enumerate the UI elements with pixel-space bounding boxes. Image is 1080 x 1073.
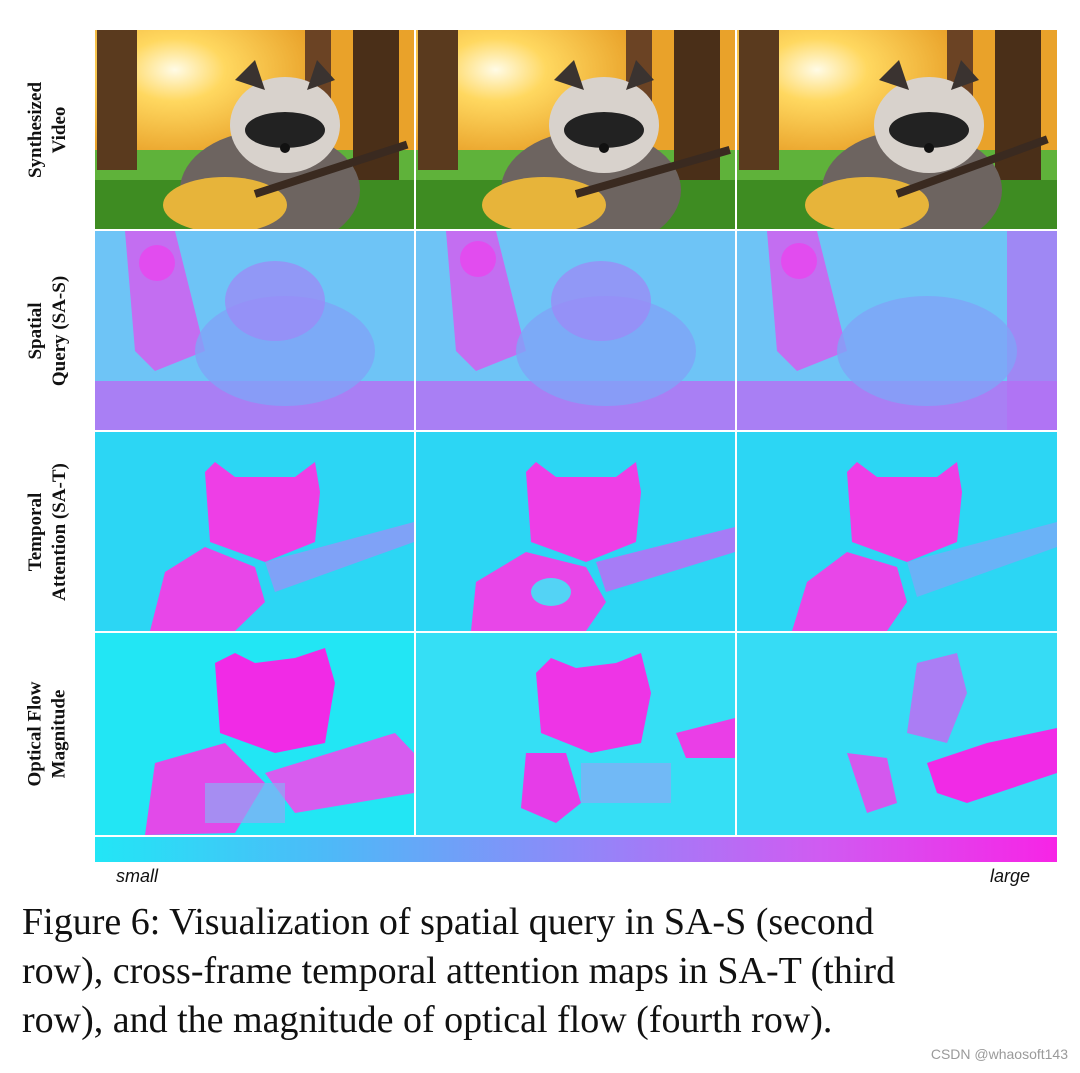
synth-frame-3 bbox=[737, 30, 1057, 229]
row-label-optical-flow: Optical Flow Magnitude bbox=[25, 681, 70, 787]
sat-map-1 bbox=[95, 432, 414, 631]
figure-grid bbox=[95, 30, 1057, 835]
sas-map-1 bbox=[95, 231, 414, 430]
caption-line: row), and the magnitude of optical flow … bbox=[22, 999, 833, 1041]
watermark: CSDN @whaosoft143 bbox=[930, 1046, 1068, 1062]
colorbar-max-label: large bbox=[990, 866, 1031, 886]
flow-map-1 bbox=[95, 633, 414, 835]
row-label-temporal-attention: Temporal Attention (SA-T) bbox=[25, 463, 70, 601]
colorbar-min-label: small bbox=[116, 866, 159, 886]
sas-map-3 bbox=[737, 231, 1057, 430]
sat-map-3 bbox=[737, 432, 1057, 631]
caption-line: row), cross-frame temporal attention map… bbox=[22, 950, 896, 992]
synth-frame-2 bbox=[416, 30, 735, 229]
caption-line: Figure 6: Visualization of spatial query… bbox=[22, 901, 874, 943]
synth-frame-1 bbox=[95, 30, 414, 229]
flow-map-3 bbox=[737, 633, 1057, 835]
figure-caption: Figure 6: Visualization of spatial query… bbox=[22, 898, 1062, 1045]
row-label-spatial-query: Spatial Query (SA-S) bbox=[25, 275, 70, 387]
sas-map-2 bbox=[416, 231, 735, 430]
colorbar bbox=[95, 837, 1057, 862]
row-label-synthesized-video: Synthesized Video bbox=[25, 81, 71, 179]
sat-map-2 bbox=[416, 432, 735, 631]
flow-map-2 bbox=[416, 633, 735, 835]
